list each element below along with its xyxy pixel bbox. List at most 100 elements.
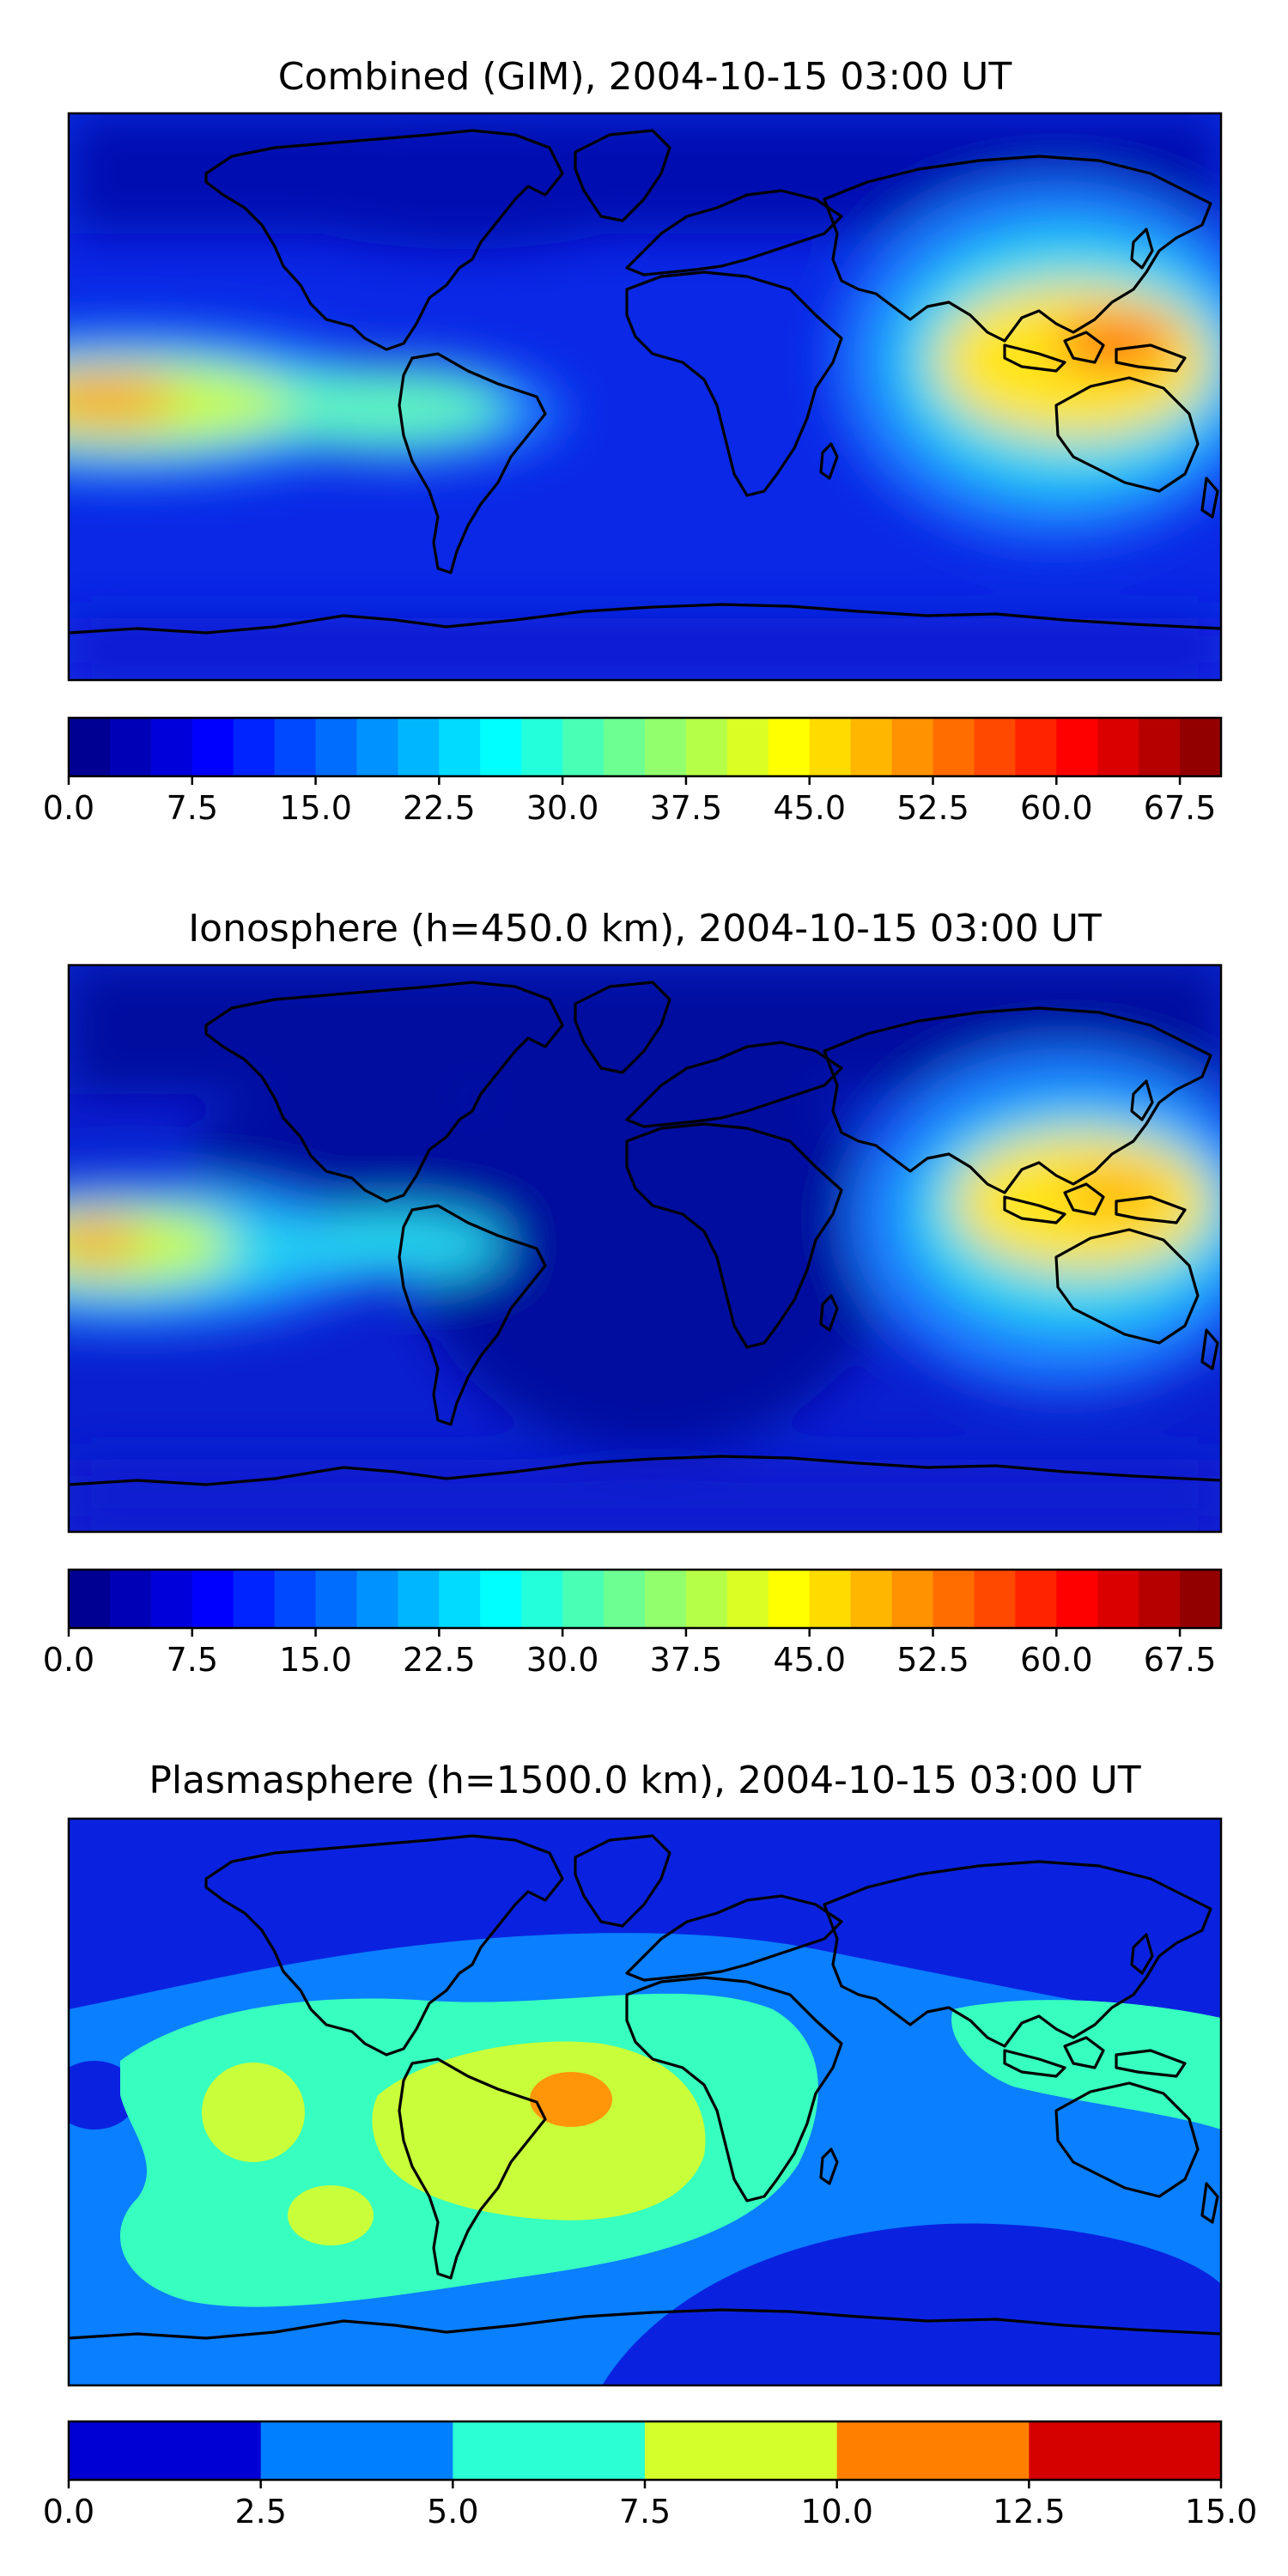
colorbar-segment: [150, 1570, 193, 1628]
colorbar-tick-label: 0.0: [43, 1641, 94, 1679]
colorbar-segment: [521, 1570, 563, 1628]
colorbar-tick-label: 22.5: [403, 1641, 476, 1679]
colorbar-tick-label: 0.0: [43, 789, 94, 827]
colorbar-segment: [1139, 718, 1181, 776]
colorbar-segment: [439, 1570, 481, 1628]
colorbar-segment: [453, 2421, 646, 2480]
colorbar-tick-label: 60.0: [1020, 1641, 1093, 1679]
colorbar-tick-label: 12.5: [993, 2493, 1066, 2530]
colorbar-segment: [1097, 1570, 1139, 1628]
colorbar-segment: [109, 718, 152, 776]
panel-combined: Combined (GIM), 2004-10-15 03:00 UT: [43, 55, 1223, 827]
colorbar-tick-label: 0.0: [43, 2493, 94, 2530]
colorbar-segment: [933, 718, 975, 776]
colorbar-tick-label: 7.5: [167, 789, 218, 827]
colorbar-segment: [398, 718, 440, 776]
colorbar-segment: [645, 1570, 687, 1628]
colorbar-segment: [809, 1570, 852, 1628]
map-frame: [67, 112, 1223, 682]
tec-field: [69, 1819, 1221, 2385]
colorbar-tick-label: 22.5: [403, 789, 476, 827]
colorbar-tick-label: 45.0: [773, 789, 846, 827]
colorbar-segment: [604, 718, 646, 776]
colorbar-tick-label: 7.5: [619, 2493, 671, 2530]
colorbar-segment: [233, 1570, 276, 1628]
tec-field: [69, 113, 1221, 680]
colorbar-segment: [562, 718, 605, 776]
colorbar-segment: [398, 1570, 440, 1628]
colorbar-segment: [974, 1570, 1016, 1628]
colorbar-segment: [191, 1570, 234, 1628]
colorbar-tick-label: 67.5: [1144, 789, 1217, 827]
colorbar-segment: [315, 1570, 358, 1628]
colorbar-tick-label: 2.5: [234, 2493, 286, 2530]
colorbar-segment: [1056, 1570, 1098, 1628]
colorbar-tick-label: 15.0: [279, 1641, 352, 1679]
colorbar-tick-label: 15.0: [279, 789, 352, 827]
colorbar-tick-label: 5.0: [427, 2493, 478, 2530]
colorbar: 0.0 2.5 5.0 7.5 10.0 12.5 15.0: [43, 2420, 1258, 2530]
colorbar-tick-label: 37.5: [650, 1641, 723, 1679]
colorbar-segment: [274, 1570, 317, 1628]
colorbar-segment: [1139, 1570, 1181, 1628]
colorbar-segment: [685, 718, 728, 776]
colorbar-segment: [850, 1570, 893, 1628]
colorbar-segment: [726, 718, 769, 776]
panel-title: Plasmasphere (h=1500.0 km), 2004-10-15 0…: [149, 1759, 1140, 1802]
map-frame: [67, 1817, 1223, 2387]
colorbar-segment: [768, 718, 811, 776]
colorbar-segment: [356, 718, 399, 776]
colorbar-segment: [809, 718, 852, 776]
colorbar-segment: [1097, 718, 1139, 776]
colorbar-segment: [768, 1570, 811, 1628]
colorbar-segment: [191, 718, 234, 776]
colorbar: 0.0 7.5 15.0 22.5 30.0 37.5 45.0 52.5 60.0 67.5: [43, 1568, 1223, 1679]
colorbar-segment: [726, 1570, 769, 1628]
colorbar-segment: [69, 718, 111, 776]
colorbar-segment: [1029, 2421, 1222, 2480]
colorbar-segment: [891, 1570, 934, 1628]
colorbar-segment: [1180, 1570, 1222, 1628]
colorbar-segment: [974, 718, 1016, 776]
colorbar-tick-label: 37.5: [650, 789, 723, 827]
panel-title: Combined (GIM), 2004-10-15 03:00 UT: [278, 55, 1012, 99]
tec-field: [69, 965, 1221, 1532]
colorbar-segment: [521, 718, 563, 776]
panel-ionosphere: Ionosphere (h=450.0 km), 2004-10-15 03:0…: [43, 907, 1223, 1679]
colorbar-segment: [1056, 718, 1098, 776]
colorbar-segment: [356, 1570, 399, 1628]
map-frame: [67, 963, 1223, 1534]
colorbar-segment: [480, 718, 522, 776]
colorbar-segment: [850, 718, 893, 776]
colorbar-segment: [836, 2421, 1030, 2480]
panel-plasmasphere: Plasmasphere (h=1500.0 km), 2004-10-15 0…: [43, 1759, 1258, 2530]
colorbar-tick-label: 10.0: [800, 2493, 873, 2530]
colorbar-segment: [260, 2421, 453, 2480]
colorbar-segment: [1015, 1570, 1057, 1628]
colorbar-segment: [439, 718, 481, 776]
colorbar-tick-label: 30.0: [526, 789, 599, 827]
colorbar-segment: [1180, 718, 1222, 776]
colorbar-segment: [645, 718, 687, 776]
colorbar-segment: [69, 2421, 262, 2480]
colorbar-tick-label: 60.0: [1020, 789, 1093, 827]
colorbar-tick-label: 7.5: [167, 1641, 218, 1679]
colorbar-segment: [562, 1570, 605, 1628]
colorbar-segment: [150, 718, 193, 776]
colorbar-segment: [315, 718, 358, 776]
colorbar-segment: [233, 718, 276, 776]
panel-title: Ionosphere (h=450.0 km), 2004-10-15 03:0…: [188, 907, 1102, 951]
colorbar-segment: [604, 1570, 646, 1628]
colorbar-segment: [891, 718, 934, 776]
colorbar-tick-label: 15.0: [1185, 2493, 1258, 2530]
colorbar-frame: [67, 1568, 1223, 1630]
colorbar-segment: [645, 2421, 838, 2480]
colorbar-segment: [274, 718, 317, 776]
colorbar-segment: [69, 1570, 111, 1628]
colorbar-tick-label: 30.0: [526, 1641, 599, 1679]
colorbar-tick-label: 52.5: [896, 789, 969, 827]
colorbar: 0.0 7.5 15.0 22.5 30.0 37.5 45.0 52.5 60.0 67.5: [43, 716, 1223, 827]
colorbar-segment: [109, 1570, 152, 1628]
colorbar-segment: [933, 1570, 975, 1628]
